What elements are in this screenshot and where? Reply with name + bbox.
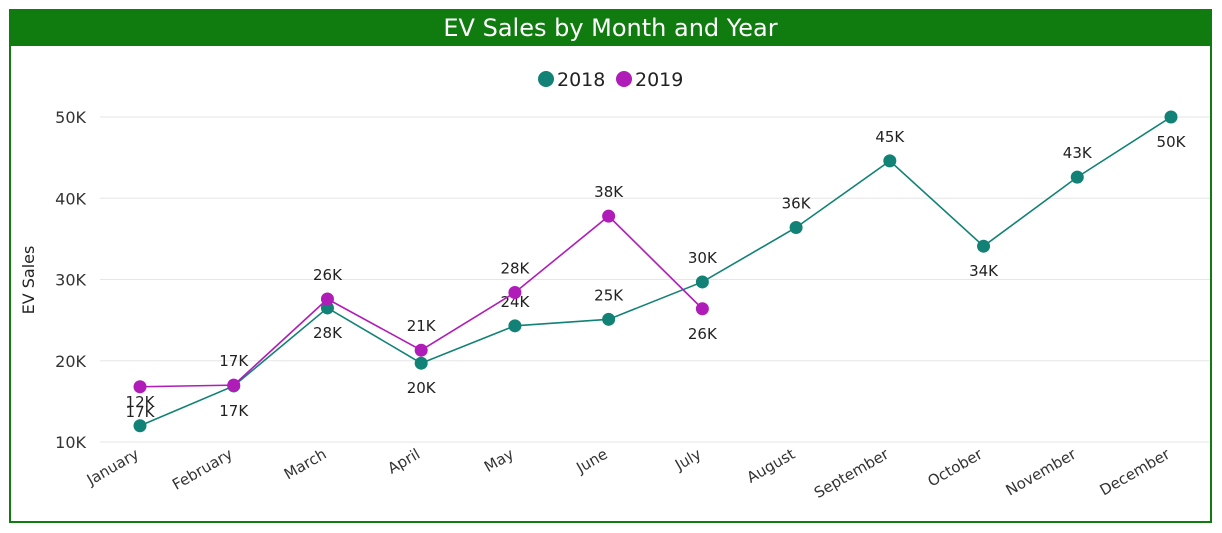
data-label-2019: 26K [688, 325, 718, 343]
data-point-2018 [789, 221, 803, 234]
x-tick-label: July [671, 445, 704, 475]
data-point-2018 [883, 154, 897, 168]
legend-label-2019: 2019 [635, 69, 683, 91]
x-tick-label: March [281, 445, 330, 483]
data-point-2019 [133, 380, 147, 394]
data-label-2018: 30K [688, 249, 718, 267]
series-line-2018 [139, 116, 1172, 427]
x-tick-label: June [572, 445, 610, 477]
data-label-2018: 36K [782, 195, 812, 213]
data-point-2019 [320, 292, 334, 306]
y-tick-label: 40K [55, 189, 86, 208]
x-tick-label: April [384, 445, 423, 478]
x-tick-label: February [169, 445, 236, 494]
chart-frame: EV Sales by Month and Year [9, 9, 1212, 523]
data-point-2019 [227, 378, 241, 392]
data-label-2019: 17K [219, 352, 249, 370]
data-label-2018: 45K [875, 128, 905, 146]
data-label-2018: 50K [1157, 133, 1187, 151]
data-point-2019 [508, 286, 522, 299]
data-point-2018 [977, 239, 991, 253]
data-label-2018: 34K [969, 262, 999, 280]
data-label-2018: 25K [594, 286, 624, 304]
x-tick-label: November [1003, 444, 1080, 499]
data-point-2018 [1164, 110, 1178, 124]
x-tick-label: January [83, 445, 142, 490]
data-point-2018 [508, 319, 522, 333]
data-label-2018: 43K [1063, 144, 1093, 162]
data-label-2018: 12K [126, 393, 156, 411]
y-tick-label: 20K [55, 352, 86, 371]
x-tick-label: May [481, 445, 517, 476]
data-label-2018: 20K [407, 379, 437, 397]
data-point-2019 [695, 302, 709, 316]
data-point-2018 [602, 312, 616, 326]
chart-title: EV Sales by Month and Year [11, 11, 1210, 46]
data-label-2018: 17K [219, 402, 249, 420]
data-label-2019: 28K [500, 260, 530, 278]
y-tick-label: 30K [55, 271, 86, 290]
y-tick-label: 50K [55, 108, 86, 127]
data-point-2018 [695, 275, 709, 289]
data-label-2019: 38K [594, 183, 624, 201]
data-label-2018: 28K [313, 324, 343, 342]
data-label-2019: 17K [126, 403, 156, 421]
x-tick-label: December [1097, 444, 1174, 499]
x-tick-label: October [925, 444, 987, 490]
data-point-2019 [414, 343, 428, 357]
data-label-2019: 26K [313, 266, 343, 284]
legend-marker-2018 [538, 71, 554, 87]
data-point-2018 [1070, 170, 1084, 184]
x-tick-label: September [811, 444, 893, 501]
data-label-2019: 21K [407, 317, 437, 335]
data-point-2019 [602, 209, 616, 223]
data-point-2018 [320, 301, 334, 315]
legend-marker-2019 [616, 71, 632, 87]
y-axis-label: EV Sales [19, 246, 38, 315]
y-tick-label: 10K [55, 433, 86, 452]
data-point-2018 [133, 419, 147, 433]
data-point-2018 [414, 356, 428, 370]
x-tick-label: August [744, 445, 799, 487]
legend-label-2018: 2018 [557, 69, 605, 91]
